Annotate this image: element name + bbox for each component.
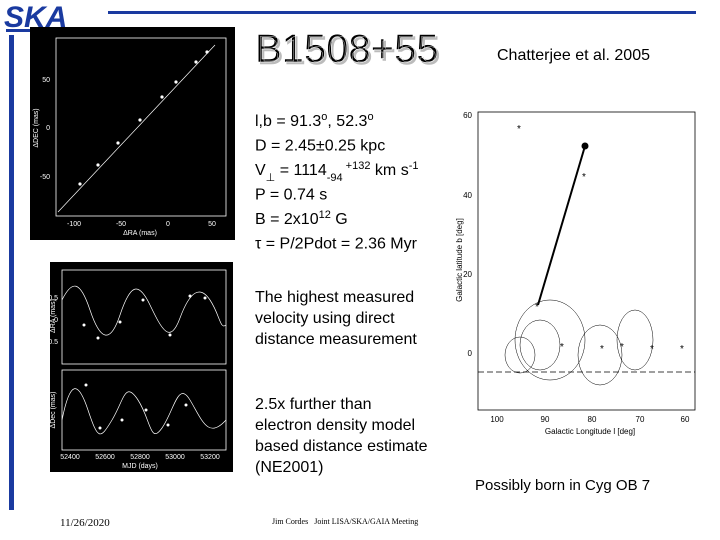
side-rule xyxy=(9,35,14,510)
parameter-part: l,b = 91.3 xyxy=(255,113,321,130)
timing-plot: 0.5 0 -0.5 52400 52600 52800 53000 53200… xyxy=(46,262,233,472)
note-line: 2.5x further than xyxy=(255,396,372,413)
parameter-part: G xyxy=(331,211,348,228)
galactic-plot: * * * * * * * * 60 40 20 0 100 90 80 70 60 Gala… xyxy=(455,111,696,436)
x-tick-label: -50 xyxy=(116,221,126,228)
svg-text:*: * xyxy=(517,124,521,135)
svg-text:*: * xyxy=(600,344,604,355)
astrometry-plot: 50 0 -50 -100 -50 0 50 ΔRA (mas) ΔDEC (m… xyxy=(30,27,235,240)
parameter-part: V xyxy=(255,162,266,179)
y-tick-label: 60 xyxy=(463,111,472,120)
x-tick-label: 60 xyxy=(681,415,690,424)
x-tick-label: 70 xyxy=(636,415,645,424)
note-line: distance measurement xyxy=(255,331,417,348)
parameter-part: τ = P/2Pdot = 2.36 Myr xyxy=(255,236,418,253)
parameter-part: , 52.3 xyxy=(327,113,367,130)
y-axis-label: ΔRA (mas) xyxy=(50,299,57,333)
caption: Possibly born in Cyg OB 7 xyxy=(475,477,650,494)
note-line: velocity using direct xyxy=(255,310,395,327)
x-tick-label: 90 xyxy=(541,415,550,424)
svg-text:*: * xyxy=(560,342,564,353)
svg-text:*: * xyxy=(535,302,539,313)
parameter-line: B = 2x1012 G xyxy=(255,209,348,228)
svg-text:*: * xyxy=(650,344,654,355)
x-tick-label: -100 xyxy=(67,221,81,228)
y-tick-label: 50 xyxy=(42,77,50,84)
y-tick-label: 0 xyxy=(46,125,50,132)
parameter-part: 12 xyxy=(319,209,331,221)
model-curve xyxy=(61,285,227,336)
parameter-part: +132 xyxy=(343,160,371,172)
panel xyxy=(30,27,235,240)
parameter-part: D = 2.45±0.25 kpc xyxy=(255,138,385,155)
parameter-part: = 1114 xyxy=(275,162,327,179)
note-line: (NE2001) xyxy=(255,459,323,476)
parameter-line: P = 0.74 s xyxy=(255,187,327,204)
svg-text:*: * xyxy=(680,344,684,355)
y-axis-label: Galactic latitude b [deg] xyxy=(455,218,464,302)
parameter-line: τ = P/2Pdot = 2.36 Myr xyxy=(255,236,418,253)
x-axis-label: MJD (days) xyxy=(122,463,158,470)
model-curve xyxy=(61,388,227,435)
frame xyxy=(477,111,696,411)
y-axis-label: ΔDec (mas) xyxy=(50,392,57,429)
frame xyxy=(61,269,227,365)
parameter-part: B = 2x10 xyxy=(255,211,319,228)
parameter-part: P = 0.74 s xyxy=(255,187,327,204)
parameter-part: o xyxy=(367,111,373,123)
slide-title: B1508+55 xyxy=(255,27,439,71)
svg-text:*: * xyxy=(582,172,586,183)
parameter-part: -1 xyxy=(409,160,419,172)
points xyxy=(82,294,207,430)
parameter-part: ⊥ xyxy=(266,172,276,184)
parameter-line: D = 2.45±0.25 kpc xyxy=(255,138,385,155)
x-axis-label: ΔRA (mas) xyxy=(123,230,157,237)
x-tick-label: 52800 xyxy=(130,454,150,461)
x-tick-label: 53000 xyxy=(165,454,185,461)
y-tick-label: -50 xyxy=(40,174,50,181)
svg-text:*: * xyxy=(620,342,624,353)
associations xyxy=(504,299,654,386)
parameter-part: km s xyxy=(370,162,408,179)
footer-date: 11/26/2020 xyxy=(60,517,110,529)
fit-line xyxy=(57,44,216,213)
note-line: based distance estimate xyxy=(255,438,428,455)
y-tick-label: 40 xyxy=(463,191,472,200)
y-tick-label: 0 xyxy=(54,317,58,324)
top-rule xyxy=(108,11,696,14)
y-tick-label: 0.5 xyxy=(48,295,58,302)
parameter-part: -94 xyxy=(327,172,343,184)
parameter-part: o xyxy=(321,111,327,123)
notes: The highest measured velocity using direc… xyxy=(255,289,428,476)
citation: Chatterjee et al. 2005 xyxy=(497,47,650,64)
parameter-line: l,b = 91.3o, 52.3o xyxy=(255,111,374,130)
x-tick-label: 100 xyxy=(490,415,504,424)
panel xyxy=(50,262,233,472)
y-tick-label: 0 xyxy=(468,349,473,358)
note-line: electron density model xyxy=(255,417,415,434)
x-axis-label: Galactic Longitude l [deg] xyxy=(545,427,635,436)
stars: * * * * * * * * xyxy=(517,124,684,355)
pulsar-position xyxy=(581,142,589,150)
frame xyxy=(55,37,227,217)
note-line: The highest measured xyxy=(255,289,414,306)
frame xyxy=(61,369,227,451)
parameter-line: V⊥ = 1114-94 +132 km s-1 xyxy=(255,160,418,184)
x-tick-label: 80 xyxy=(588,415,597,424)
x-tick-label: 0 xyxy=(166,221,170,228)
x-tick-label: 50 xyxy=(208,221,216,228)
x-tick-label: 52400 xyxy=(60,454,80,461)
trajectory xyxy=(537,145,586,306)
footer-credit: Jim Cordes Joint LISA/SKA/GAIA Meeting xyxy=(272,517,418,526)
x-tick-label: 52600 xyxy=(95,454,115,461)
x-tick-label: 53200 xyxy=(200,454,220,461)
y-tick-label: 20 xyxy=(463,270,472,279)
points xyxy=(78,50,209,186)
y-tick-label: -0.5 xyxy=(46,339,58,346)
y-axis-label: ΔDEC (mas) xyxy=(33,108,40,147)
